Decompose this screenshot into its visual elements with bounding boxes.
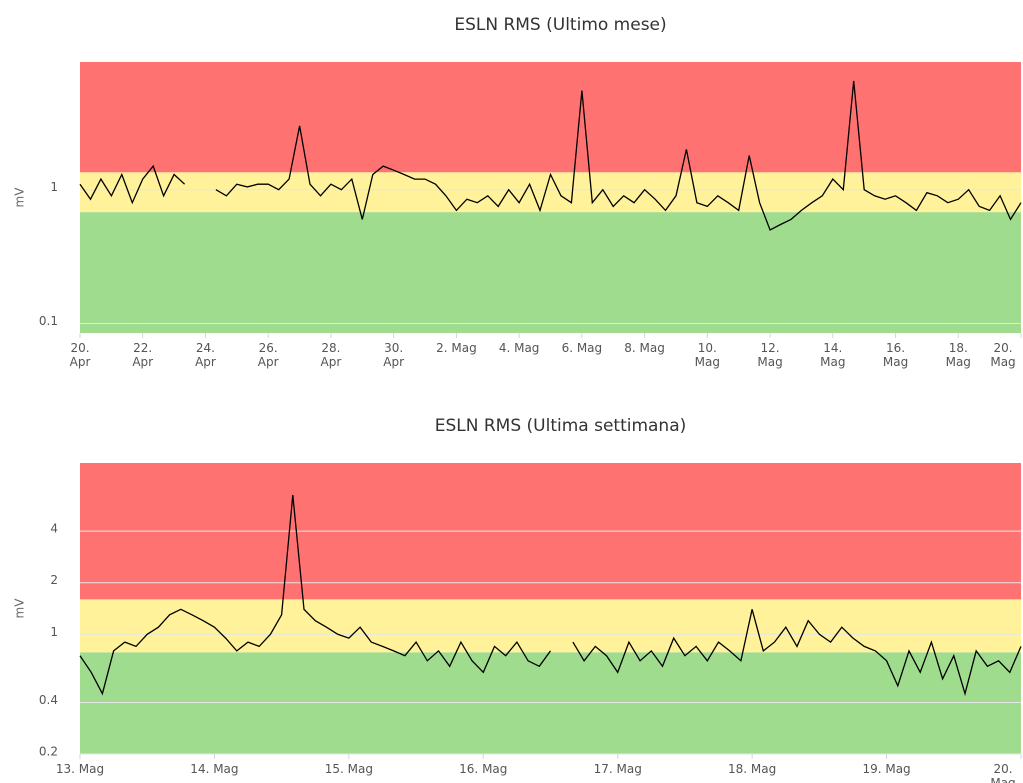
x-tick-label: 24. Apr xyxy=(195,341,216,369)
threshold-band xyxy=(80,212,1021,333)
x-tick-label: 26. Apr xyxy=(257,341,279,369)
chart-title: ESLN RMS (Ultimo mese) xyxy=(454,15,666,35)
x-tick-label: 20. Mag xyxy=(990,341,1016,369)
x-tick-label: 17. Mag xyxy=(593,762,642,776)
y-tick-label: 0.4 xyxy=(39,693,58,707)
x-tick-label: 8. Mag xyxy=(624,341,665,355)
x-tick-label: 10. Mag xyxy=(694,341,720,369)
y-axis-title: mV xyxy=(13,187,27,208)
x-tick-label: 12. Mag xyxy=(757,341,783,369)
x-tick-label: 20. Apr xyxy=(69,341,91,369)
threshold-band xyxy=(80,599,1021,653)
threshold-band xyxy=(80,172,1021,213)
y-axis-title: mV xyxy=(13,598,27,619)
x-tick-label: 6. Mag xyxy=(561,341,603,355)
y-tick-label: 0.2 xyxy=(39,745,58,759)
x-tick-label: 13. Mag xyxy=(55,762,105,776)
x-tick-label: 28. Apr xyxy=(320,341,342,369)
x-tick-label: 18. Mag xyxy=(945,341,971,369)
x-tick-label: 2. Mag xyxy=(436,341,477,355)
x-tick-label: 16. Mag xyxy=(459,762,508,776)
x-tick-label: 16. Mag xyxy=(882,341,909,369)
x-tick-label: 20. Mag xyxy=(990,762,1016,783)
y-tick-label: 4 xyxy=(50,522,58,536)
y-tick-label: 2 xyxy=(50,573,58,587)
data-line xyxy=(79,494,1022,697)
x-tick-label: 30. Apr xyxy=(383,341,405,369)
threshold-band xyxy=(80,62,1021,173)
x-tick-label: 18. Mag xyxy=(728,762,777,776)
x-tick-label: 22. Apr xyxy=(132,341,154,369)
x-tick-label: 19. Mag xyxy=(862,762,911,776)
x-tick-label: 4. Mag xyxy=(498,341,540,355)
y-tick-label: 0.1 xyxy=(39,314,58,328)
threshold-band xyxy=(80,652,1021,754)
x-tick-label: 14. Mag xyxy=(820,341,846,369)
y-tick-label: 1 xyxy=(50,180,58,194)
chart-title: ESLN RMS (Ultima settimana) xyxy=(435,416,687,436)
y-tick-label: 1 xyxy=(50,625,58,639)
data-line xyxy=(79,80,1022,231)
x-tick-label: 14. Mag xyxy=(190,762,239,776)
x-tick-label: 15. Mag xyxy=(324,762,373,776)
